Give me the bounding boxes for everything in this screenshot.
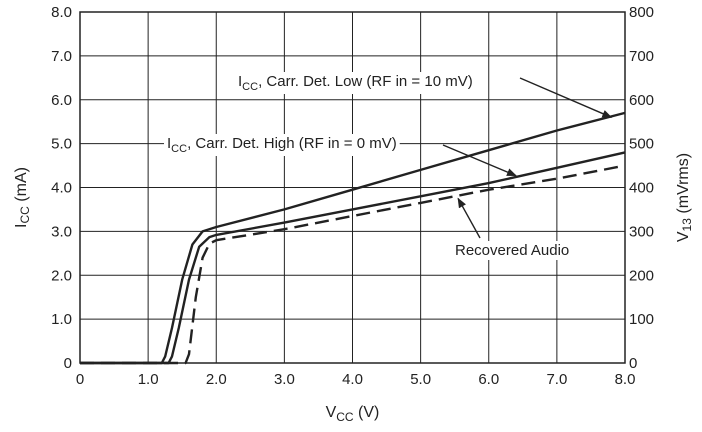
y-left-tick-label: 5.0 — [51, 136, 72, 153]
x-tick-label: 6.0 — [478, 371, 499, 388]
series-line-2 — [80, 164, 626, 365]
series-line-1 — [80, 151, 626, 365]
y-right-tick-label: 800 — [629, 4, 654, 21]
x-tick-label: 0 — [76, 371, 84, 388]
grid — [79, 11, 626, 364]
annotation-arrow — [519, 77, 613, 118]
annotations: ICC, Carr. Det. Low (RF in = 10 mV) ICC, … — [164, 72, 613, 260]
x-tick-label: 2.0 — [206, 371, 227, 388]
y-right-tick-label: 400 — [629, 180, 654, 197]
plot-frame — [79, 11, 626, 364]
y-left-tick-label: 6.0 — [51, 92, 72, 109]
series-annotation: Recovered Audio — [455, 242, 569, 259]
y-axis-label-left: ICC (mA) — [13, 167, 32, 228]
x-tick-label: 8.0 — [615, 371, 636, 388]
y-right-tick-label: 700 — [629, 48, 654, 65]
annotation-arrow — [457, 197, 481, 239]
y-right-tick-label: 0 — [629, 355, 637, 372]
annotation-bg — [164, 134, 400, 156]
y-left-tick-label: 0 — [64, 355, 72, 372]
annotation-arrow — [442, 144, 517, 177]
annotation-bg — [235, 72, 476, 94]
series-annotation: ICC, Carr. Det. High (RF in = 0 mV) — [167, 135, 397, 155]
y-right-tick-label: 300 — [629, 223, 654, 240]
y-right-tick-label: 200 — [629, 267, 654, 284]
series-group — [80, 111, 626, 365]
y-right-tick-label: 500 — [629, 136, 654, 153]
y-right-tick-label: 100 — [629, 311, 654, 328]
x-tick-label: 3.0 — [274, 371, 295, 388]
y-left-tick-label: 1.0 — [51, 311, 72, 328]
tick-labels: 0 1.0 2.0 3.0 4.0 5.0 6.0 7.0 8.001.02.03.04.05.… — [51, 4, 654, 388]
x-tick-label: 5.0 — [410, 371, 431, 388]
x-tick-label: 4.0 — [342, 371, 363, 388]
y-axis-label-right: V13 (mVrms) — [675, 153, 694, 242]
annotation-bg — [452, 241, 573, 260]
y-left-tick-label: 3.0 — [51, 223, 72, 240]
y-left-tick-label: 7.0 — [51, 48, 72, 65]
series-line-0 — [80, 111, 626, 365]
y-left-tick-label: 2.0 — [51, 267, 72, 284]
x-axis-label: VCC (V) — [326, 404, 380, 424]
y-right-tick-label: 600 — [629, 92, 654, 109]
y-left-tick-label: 8.0 — [51, 4, 72, 21]
x-tick-label: 1.0 — [138, 371, 159, 388]
y-left-tick-label: 4.0 — [51, 180, 72, 197]
series-annotation: ICC, Carr. Det. Low (RF in = 10 mV) — [238, 73, 473, 93]
x-tick-label: 7.0 — [546, 371, 567, 388]
